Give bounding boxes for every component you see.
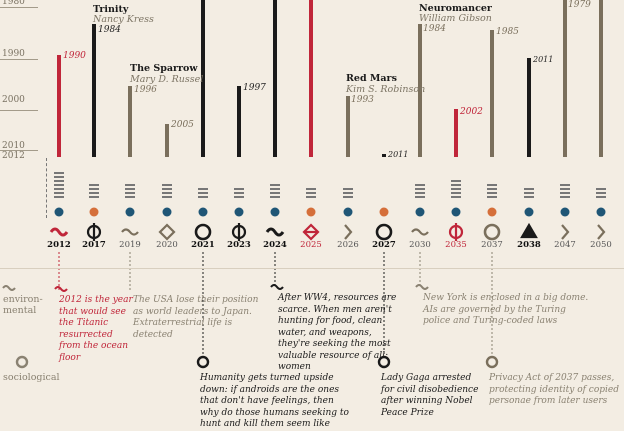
bar-2023: [237, 86, 241, 157]
event-drop-lines: [58, 252, 493, 360]
year-label: 2020: [156, 240, 178, 250]
book-author: William Gibson: [419, 13, 492, 24]
event-markers: [54, 284, 499, 369]
y-tick-label: 2000: [2, 95, 25, 105]
y-tick-line: [0, 59, 38, 60]
bar-2020: [165, 124, 169, 157]
y-tick-label: 2010: [2, 141, 25, 151]
year-label: 2047: [554, 240, 576, 250]
divider: [0, 268, 624, 269]
axis-dash: [46, 158, 47, 218]
book-year: 1984: [423, 24, 446, 34]
bar-2017: [92, 24, 96, 157]
bar-value-label: 2011: [533, 55, 554, 64]
stripe-bars: [54, 172, 606, 198]
bar-2025: [309, 0, 313, 157]
bar-value-label: 2011: [388, 150, 409, 159]
bar-value-label: 1997: [243, 83, 266, 93]
bar-2050: [599, 0, 603, 157]
book-year: 1984: [98, 25, 121, 35]
event-2027: Lady Gaga arrested for civil disobedienc…: [381, 373, 479, 418]
year-label: 2027: [372, 240, 396, 250]
theme-symbols: [49, 222, 606, 241]
event-2030: New York is enclosed in a big dome. AIs …: [423, 293, 589, 326]
year-label: 2012: [47, 240, 71, 250]
bar-2037: [490, 30, 494, 157]
year-label: 2035: [445, 240, 467, 250]
bar-value-label: 1979: [568, 0, 591, 10]
bar-value-label: 1985: [496, 27, 519, 37]
sociological-label: sociological: [3, 372, 60, 383]
environmental-label: environ- mental: [3, 294, 43, 316]
event-2037: Privacy Act of 2037 passes, protecting i…: [489, 373, 619, 406]
setting-dots: [54, 207, 606, 217]
book-year: 1993: [351, 95, 374, 105]
year-label: 2037: [481, 240, 503, 250]
bar-2026: [346, 96, 350, 157]
year-label: 2023: [227, 240, 251, 250]
book-title: The Sparrow: [130, 63, 198, 74]
y-tick-line: [0, 150, 38, 151]
bar-2019: [128, 86, 132, 157]
category-legend-symbols: [2, 285, 29, 369]
year-label: 2025: [300, 240, 322, 250]
book-title: Red Mars: [346, 73, 397, 84]
bar-value-label: 2002: [460, 107, 483, 117]
bar-2027: [382, 154, 386, 157]
y-tick-label: 1990: [2, 49, 25, 59]
event-2024: After WW4, resources are scarce. When me…: [278, 293, 397, 372]
year-label: 2024: [263, 240, 287, 250]
book-author: Kim S. Robinson: [346, 84, 426, 95]
year-label: 2021: [191, 240, 215, 250]
year-label: 2030: [409, 240, 431, 250]
bar-2030: [418, 24, 422, 157]
y-tick-line: [0, 110, 38, 111]
y-tick-label: 1980: [2, 0, 25, 7]
y-tick-line: [0, 7, 38, 8]
year-label: 2050: [590, 240, 612, 250]
book-year: 1996: [134, 85, 157, 95]
bar-2024: [273, 0, 277, 157]
bar-value-label: 1990: [63, 51, 86, 61]
book-author: Mary D. Russel: [130, 74, 204, 85]
year-label: 2019: [119, 240, 141, 250]
bar-2038: [527, 58, 531, 157]
bar-value-label: 2005: [171, 120, 194, 130]
year-label: 2038: [517, 240, 541, 250]
event-2012: 2012 is the year that would see the Tita…: [59, 295, 133, 363]
bar-2035: [454, 109, 458, 157]
bar-2047: [563, 0, 567, 157]
year-label: 2026: [337, 240, 359, 250]
book-title: Trinity: [93, 4, 129, 15]
bar-2012: [57, 55, 61, 157]
book-title: Neuromancer: [419, 3, 492, 14]
event-2021: Humanity gets turned upside down: if and…: [200, 373, 349, 429]
event-2019: The USA lose their position as world lea…: [133, 295, 259, 340]
bar-2021: [201, 0, 205, 157]
year-label: 2017: [82, 240, 106, 250]
y-tick-label: 2012: [2, 151, 25, 161]
book-author: Nancy Kress: [93, 14, 154, 25]
